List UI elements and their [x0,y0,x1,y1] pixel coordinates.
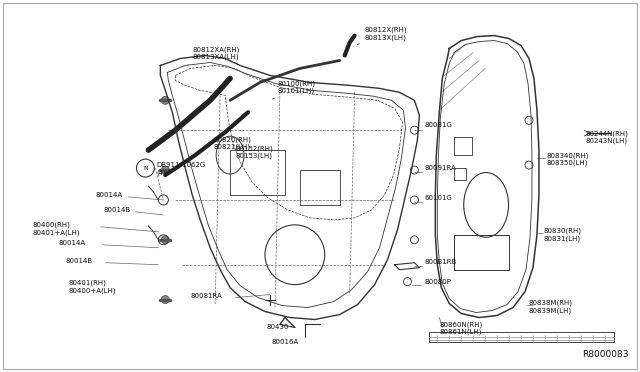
Text: 80081RA: 80081RA [190,293,222,299]
Text: 808340(RH)
808350(LH): 808340(RH) 808350(LH) [547,152,589,166]
Text: 80830(RH)
80831(LH): 80830(RH) 80831(LH) [544,228,582,242]
Text: 80081G: 80081G [424,122,452,128]
Bar [454,168,466,180]
Text: 60101G: 60101G [424,195,452,201]
Text: R8000083: R8000083 [582,350,628,359]
Circle shape [161,296,170,304]
Circle shape [161,236,170,244]
Text: 80014B: 80014B [66,258,93,264]
Text: 80812XA(RH)
80813XA(LH): 80812XA(RH) 80813XA(LH) [188,46,239,64]
Text: B0080P: B0080P [424,279,451,285]
Bar [300,170,340,205]
Text: 80091RA: 80091RA [424,165,456,171]
Bar [454,235,509,270]
Text: 80820(RH)
80821(LH): 80820(RH) 80821(LH) [208,136,251,154]
Text: 80244N(RH)
80243N(LH): 80244N(RH) 80243N(LH) [586,130,628,144]
Text: 80430: 80430 [267,324,289,330]
Text: 80016A: 80016A [271,339,298,346]
Text: 80152(RH)
80153(LH): 80152(RH) 80153(LH) [235,145,273,159]
Text: 80014B: 80014B [104,207,131,213]
Text: N: N [143,166,148,171]
Text: 80838M(RH)
80839M(LH): 80838M(RH) 80839M(LH) [529,299,573,314]
Circle shape [161,96,170,104]
Text: 80860N(RH)
80861N(LH): 80860N(RH) 80861N(LH) [439,321,483,336]
Text: 80014A: 80014A [95,192,123,198]
Circle shape [161,166,170,174]
Bar [230,150,285,195]
Text: DB911-1062G
(4): DB911-1062G (4) [156,162,205,176]
Bar [429,333,614,342]
Text: 80812X(RH)
80813X(LH): 80812X(RH) 80813X(LH) [357,26,407,45]
Text: 80400(RH)
80401+A(LH): 80400(RH) 80401+A(LH) [33,222,81,236]
Text: 800B1RB: 800B1RB [424,259,456,265]
Text: 80014A: 80014A [59,240,86,246]
Text: 80401(RH)
80400+A(LH): 80401(RH) 80400+A(LH) [68,280,116,294]
Text: 80100(RH)
80101(LH): 80100(RH) 80101(LH) [273,80,316,99]
Bar [454,137,472,155]
